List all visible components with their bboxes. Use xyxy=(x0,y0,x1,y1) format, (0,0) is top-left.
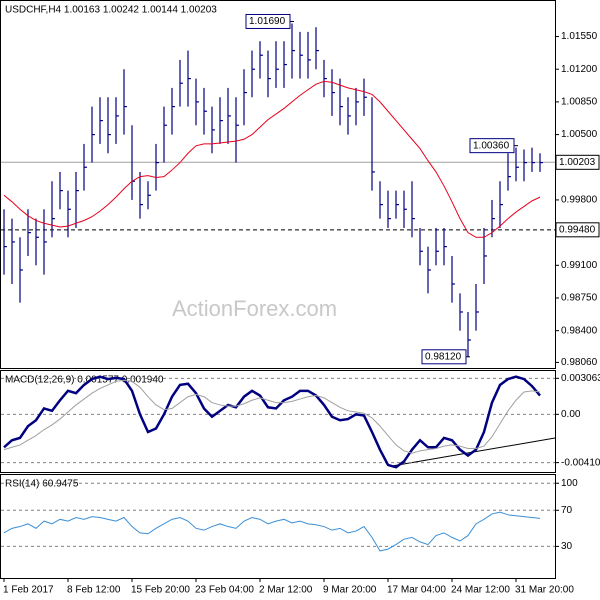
line-series xyxy=(3,375,541,469)
x-tick-label: 8 Feb 12:00 xyxy=(67,585,121,596)
price-panel-frame xyxy=(0,0,556,369)
watermark: ActionForex.com xyxy=(172,296,337,321)
y-tick-label: 100 xyxy=(561,478,578,489)
x-tick-label: 23 Feb 04:00 xyxy=(195,585,254,596)
y-tick-label: 0.99800 xyxy=(561,195,598,206)
x-tick-label: 31 Mar 20:00 xyxy=(515,585,574,596)
x-tick-label: 15 Feb 20:00 xyxy=(131,585,190,596)
y-tick-label: 30 xyxy=(561,541,573,552)
x-tick-label: 9 Mar 20:00 xyxy=(323,585,377,596)
macd-panel-frame xyxy=(0,370,556,473)
line-series xyxy=(3,511,541,552)
y-tick-label: 0.003063 xyxy=(561,373,600,384)
y-tick-label: 70 xyxy=(561,505,573,516)
line-series xyxy=(3,80,541,238)
y-tick-label: 0.98750 xyxy=(561,293,598,304)
x-tick-label: 24 Mar 12:00 xyxy=(451,585,510,596)
x-tick-label: 1 Feb 2017 xyxy=(3,585,54,596)
x-tick-label: 17 Mar 04:00 xyxy=(387,585,446,596)
price-label: 0.99480 xyxy=(559,224,596,235)
line-series xyxy=(3,379,541,454)
annotation-box xyxy=(245,13,291,29)
rsi-title: RSI(14) 60.9475 xyxy=(5,479,79,490)
price-label-box xyxy=(555,222,600,238)
annotation-box xyxy=(421,349,467,365)
y-tick-label: 1.00500 xyxy=(561,129,598,140)
y-tick-label: 1.01550 xyxy=(561,31,598,42)
y-tick-label: 0.99100 xyxy=(561,260,598,271)
annotation-label: 1.00360 xyxy=(473,140,510,151)
y-tick-label: 1.01200 xyxy=(561,64,598,75)
y-tick-label: 0.98060 xyxy=(561,357,598,368)
y-tick-label: 0.00 xyxy=(561,409,581,420)
annotation-label: 1.01690 xyxy=(249,16,286,27)
annotation-label: 0.98120 xyxy=(425,351,462,362)
chart-title: USDCHF,H4 1.00163 1.00242 1.00144 1.0020… xyxy=(5,5,217,16)
price-label-box xyxy=(555,154,600,170)
price-label: 1.00203 xyxy=(559,157,596,168)
x-tick-label: 2 Mar 12:00 xyxy=(259,585,313,596)
y-tick-label: 1.00850 xyxy=(561,97,598,108)
y-tick-label: -0.004104 xyxy=(561,457,600,468)
y-tick-label: 0.98400 xyxy=(561,325,598,336)
annotation-box xyxy=(469,138,515,154)
rsi-panel-frame xyxy=(0,474,556,579)
macd-title: MACD(12,26,9) 0.001577 0.001940 xyxy=(5,375,164,386)
